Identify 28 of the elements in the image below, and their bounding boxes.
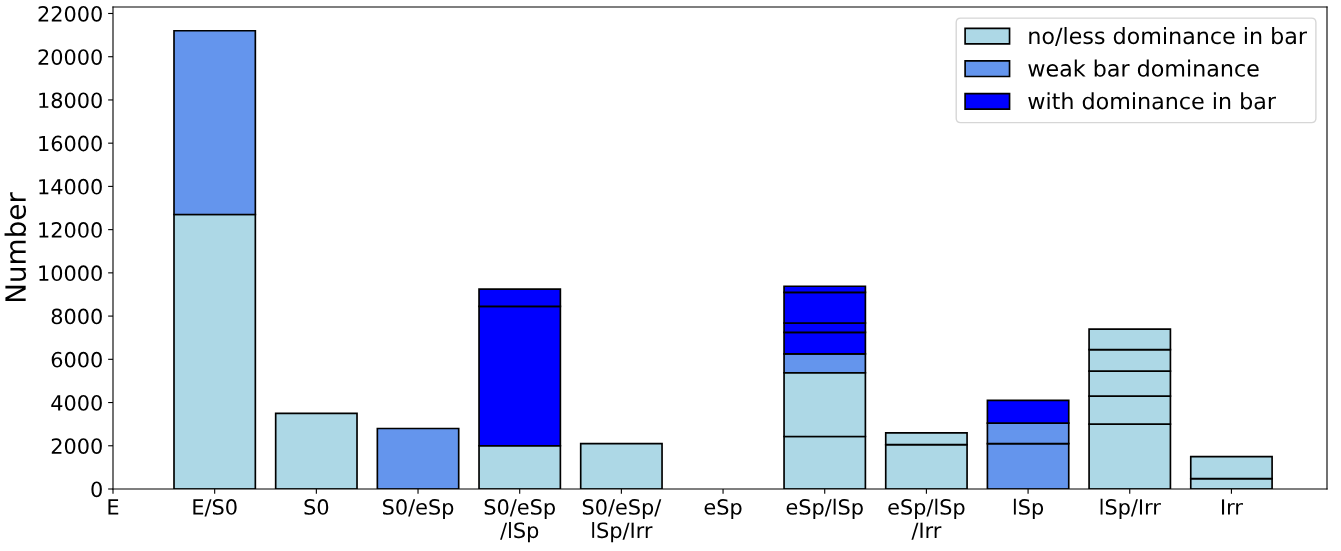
x-tick-label: S0/eSp/ lSp/Irr — [582, 499, 662, 543]
x-tick-label: E/S0 — [193, 499, 237, 517]
x-tick-label: S0/eSp /lSp — [484, 499, 555, 543]
x-tick-label: lSp/Irr — [1100, 498, 1161, 519]
y-tick-label: 8000 — [51, 308, 102, 325]
y-tick-label: 0 — [91, 481, 102, 498]
y-tick-label: 22000 — [38, 5, 102, 22]
legend-label: no/less dominance in bar — [1029, 27, 1307, 46]
x-tick-label: E — [108, 499, 119, 515]
x-tick-label: lSp — [1013, 498, 1044, 519]
y-axis-title: Number — [4, 192, 27, 302]
x-tick-label: eSp/lSp — [786, 498, 863, 519]
x-tick-label: eSp/lSp /Irr — [888, 498, 965, 540]
y-tick-label: 20000 — [38, 49, 102, 65]
y-tick-label: 4000 — [51, 395, 102, 411]
y-tick-label: 6000 — [51, 351, 102, 368]
x-tick-label: Irr — [1222, 499, 1243, 515]
x-tick-label: S0/eSp — [383, 499, 454, 519]
x-tick-label: S0 — [304, 499, 329, 515]
y-tick-label: 16000 — [39, 135, 102, 152]
x-tick-label: eSp — [704, 499, 742, 519]
y-tick-label: 18000 — [39, 92, 102, 109]
legend-label: with dominance in bar — [1028, 92, 1276, 110]
y-tick-label: 12000 — [39, 222, 102, 238]
y-tick-label: 10000 — [39, 265, 102, 282]
y-tick-label: 14000 — [39, 178, 102, 195]
legend-label: weak bar dominance — [1028, 59, 1259, 77]
y-tick-label: 2000 — [51, 438, 102, 454]
